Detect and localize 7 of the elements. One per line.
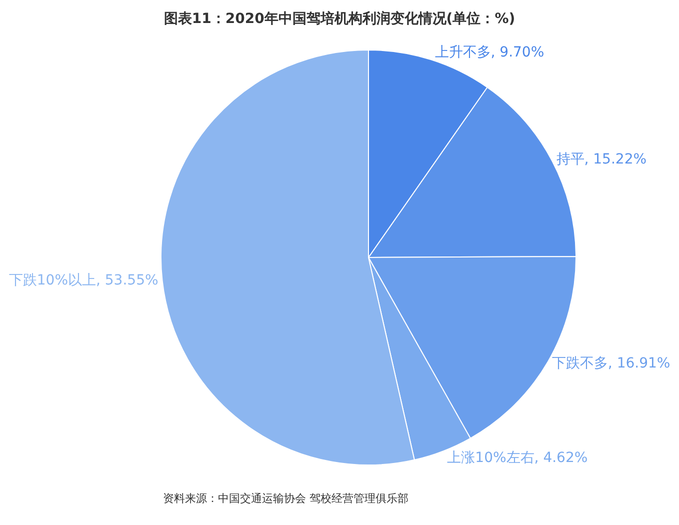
slice-label: 上升不多, 9.70% <box>434 44 544 60</box>
slice-label: 下跌不多, 16.91% <box>552 356 670 372</box>
chart-title: 图表11：2020年中国驾培机构利润变化情况(单位：%) <box>164 10 516 27</box>
slice-label: 下跌10%以上, 53.55% <box>8 272 158 289</box>
slice-label: 上涨10%左右, 4.62% <box>447 450 588 466</box>
slice-label: 持平, 15.22% <box>556 151 647 168</box>
text: 资料来源：中国交通运输协会 驾校经营管理俱乐部 <box>163 492 408 505</box>
